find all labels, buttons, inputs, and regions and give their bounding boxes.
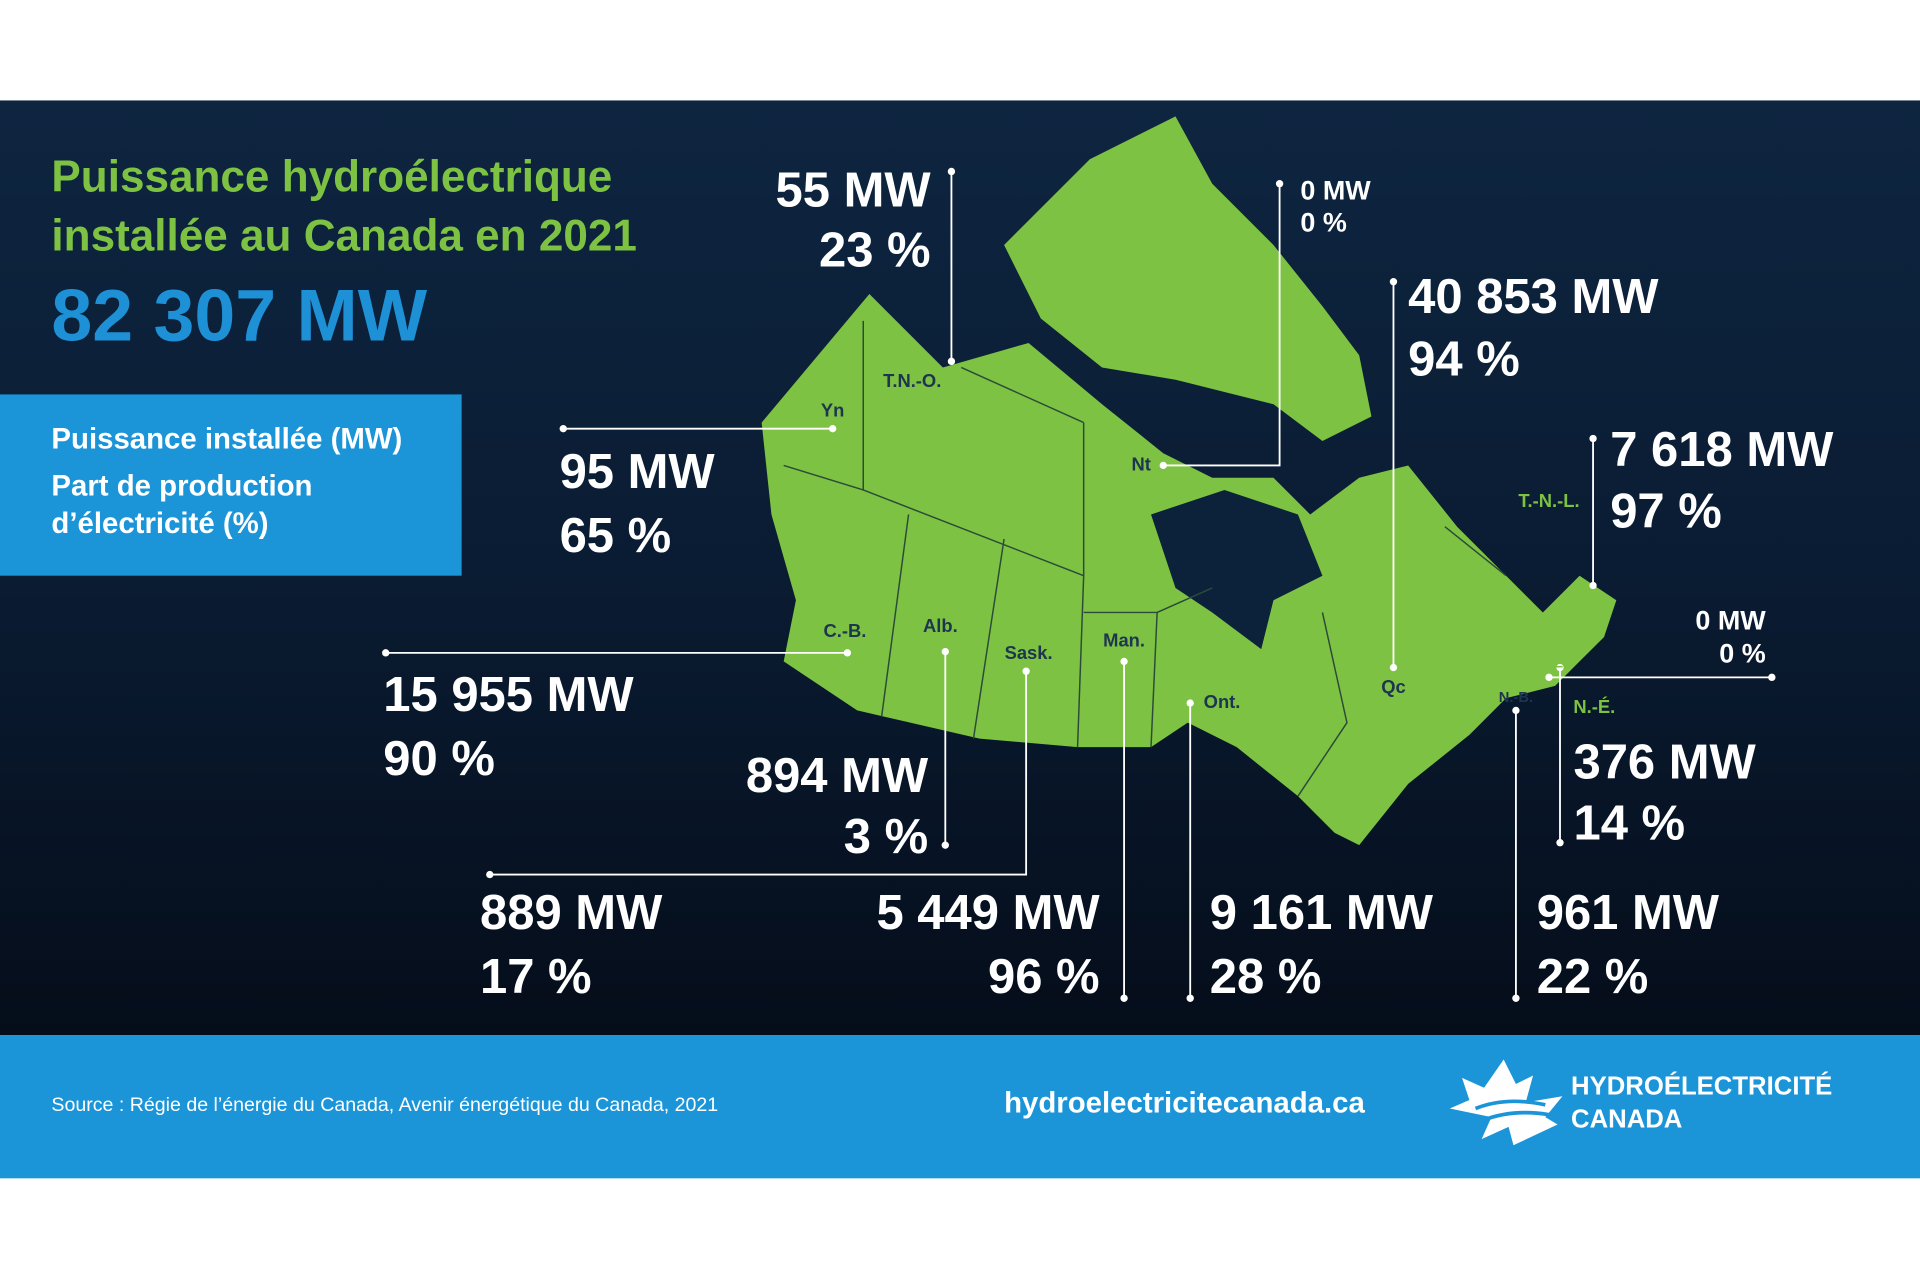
capacity: 376 MW — [1573, 735, 1756, 789]
share: 28 % — [1210, 950, 1322, 1004]
leader-dot — [1545, 673, 1553, 682]
share: 97 % — [1610, 484, 1722, 538]
capacity: 889 MW — [480, 886, 663, 940]
share: 96 % — [988, 950, 1100, 1004]
share: 65 % — [560, 509, 672, 563]
leader-dot — [1120, 657, 1128, 666]
share: 14 % — [1573, 797, 1685, 851]
capacity: 55 MW — [776, 163, 932, 217]
leader-dot — [941, 647, 949, 656]
leader-dot — [559, 425, 567, 433]
leader-dot — [1022, 667, 1030, 675]
leader-dot — [941, 841, 949, 849]
legend-text: d’électricité (%) — [51, 507, 268, 540]
province-abbr: Man. — [1103, 630, 1145, 651]
capacity: 894 MW — [746, 749, 929, 803]
province-abbr: T.-N.-L. — [1518, 490, 1579, 511]
leader-dot — [947, 167, 956, 176]
leader-dot — [1120, 994, 1128, 1002]
capacity: 0 MW — [1695, 605, 1766, 635]
shape — [489, 671, 1028, 876]
province-abbr: T.N.-O. — [883, 370, 941, 391]
leader-lines — [382, 167, 1776, 1002]
leader-dot — [947, 357, 956, 366]
leader-dot — [1389, 278, 1398, 286]
legend-text: Part de production — [51, 469, 312, 502]
share: 90 % — [383, 732, 495, 786]
leader-dot — [1275, 180, 1284, 188]
title-line: Puissance hydroélectrique — [51, 153, 612, 202]
province-abbr: Î.-P.-É. — [1522, 654, 1567, 672]
leader-dot — [1589, 434, 1597, 443]
share: 0 % — [1300, 207, 1346, 237]
share: 22 % — [1537, 950, 1649, 1004]
leader-dot — [1186, 994, 1194, 1002]
province-abbr: C.-B. — [823, 620, 866, 641]
leader-dot — [1389, 663, 1398, 672]
legend-box — [0, 394, 462, 576]
province-borders — [783, 320, 1507, 797]
share: 0 % — [1719, 638, 1765, 668]
leader-dot — [828, 425, 837, 433]
province-abbr: N.-B. — [1499, 690, 1533, 706]
leader-dot — [1512, 706, 1520, 715]
share: 17 % — [480, 950, 592, 1004]
capacity: 95 MW — [560, 445, 716, 499]
leader-dot — [1589, 581, 1597, 590]
share: 3 % — [844, 810, 928, 864]
capacity: 5 449 MW — [876, 886, 1100, 940]
leader-dot — [1159, 461, 1167, 470]
title-line: installée au Canada en 2021 — [51, 211, 636, 260]
shape — [1474, 1099, 1550, 1123]
leader-dot — [1186, 699, 1194, 707]
leader-dot — [486, 870, 494, 879]
province-abbr: Qc — [1381, 676, 1405, 697]
leader-dot — [1556, 839, 1564, 847]
province-abbr: Sask. — [1005, 642, 1053, 663]
share: 94 % — [1408, 332, 1520, 386]
capacity: 9 161 MW — [1210, 886, 1434, 940]
leader-dot — [843, 649, 852, 657]
legend-text: Puissance installée (MW) — [51, 423, 402, 456]
logo-text: CANADA — [1571, 1106, 1682, 1134]
total-capacity: 82 307 MW — [51, 273, 427, 356]
shape — [1163, 183, 1281, 467]
leader-dot — [1512, 994, 1520, 1002]
province-abbr: Nt — [1132, 453, 1151, 474]
logo: HYDROÉLECTRICITÉ CANADA — [1449, 1059, 1832, 1146]
leader-dot — [1556, 663, 1564, 672]
leader-dot — [1768, 673, 1776, 682]
capacity: 15 955 MW — [383, 668, 634, 722]
capacity: 961 MW — [1537, 886, 1720, 940]
leader-dot — [382, 649, 390, 657]
province-abbr: Yn — [821, 399, 844, 420]
capacity: 0 MW — [1300, 175, 1371, 205]
website: hydroelectricitecanada.ca — [1004, 1087, 1365, 1120]
province-labels: Yn 95 MW 65 % T.N.-O. 55 MW 23 % Nt 0 MW… — [383, 163, 1834, 1003]
capacity: 7 618 MW — [1610, 423, 1834, 477]
source: Source : Régie de l’énergie du Canada, A… — [51, 1094, 718, 1116]
capacity: 40 853 MW — [1408, 270, 1659, 324]
footer — [0, 1035, 1920, 1179]
province-abbr: N.-É. — [1573, 696, 1615, 717]
province-abbr: Alb. — [923, 615, 958, 636]
logo-text: HYDROÉLECTRICITÉ — [1571, 1071, 1832, 1100]
hudson-bay — [1151, 489, 1323, 650]
share: 23 % — [819, 223, 931, 277]
province-abbr: Ont. — [1204, 691, 1241, 712]
